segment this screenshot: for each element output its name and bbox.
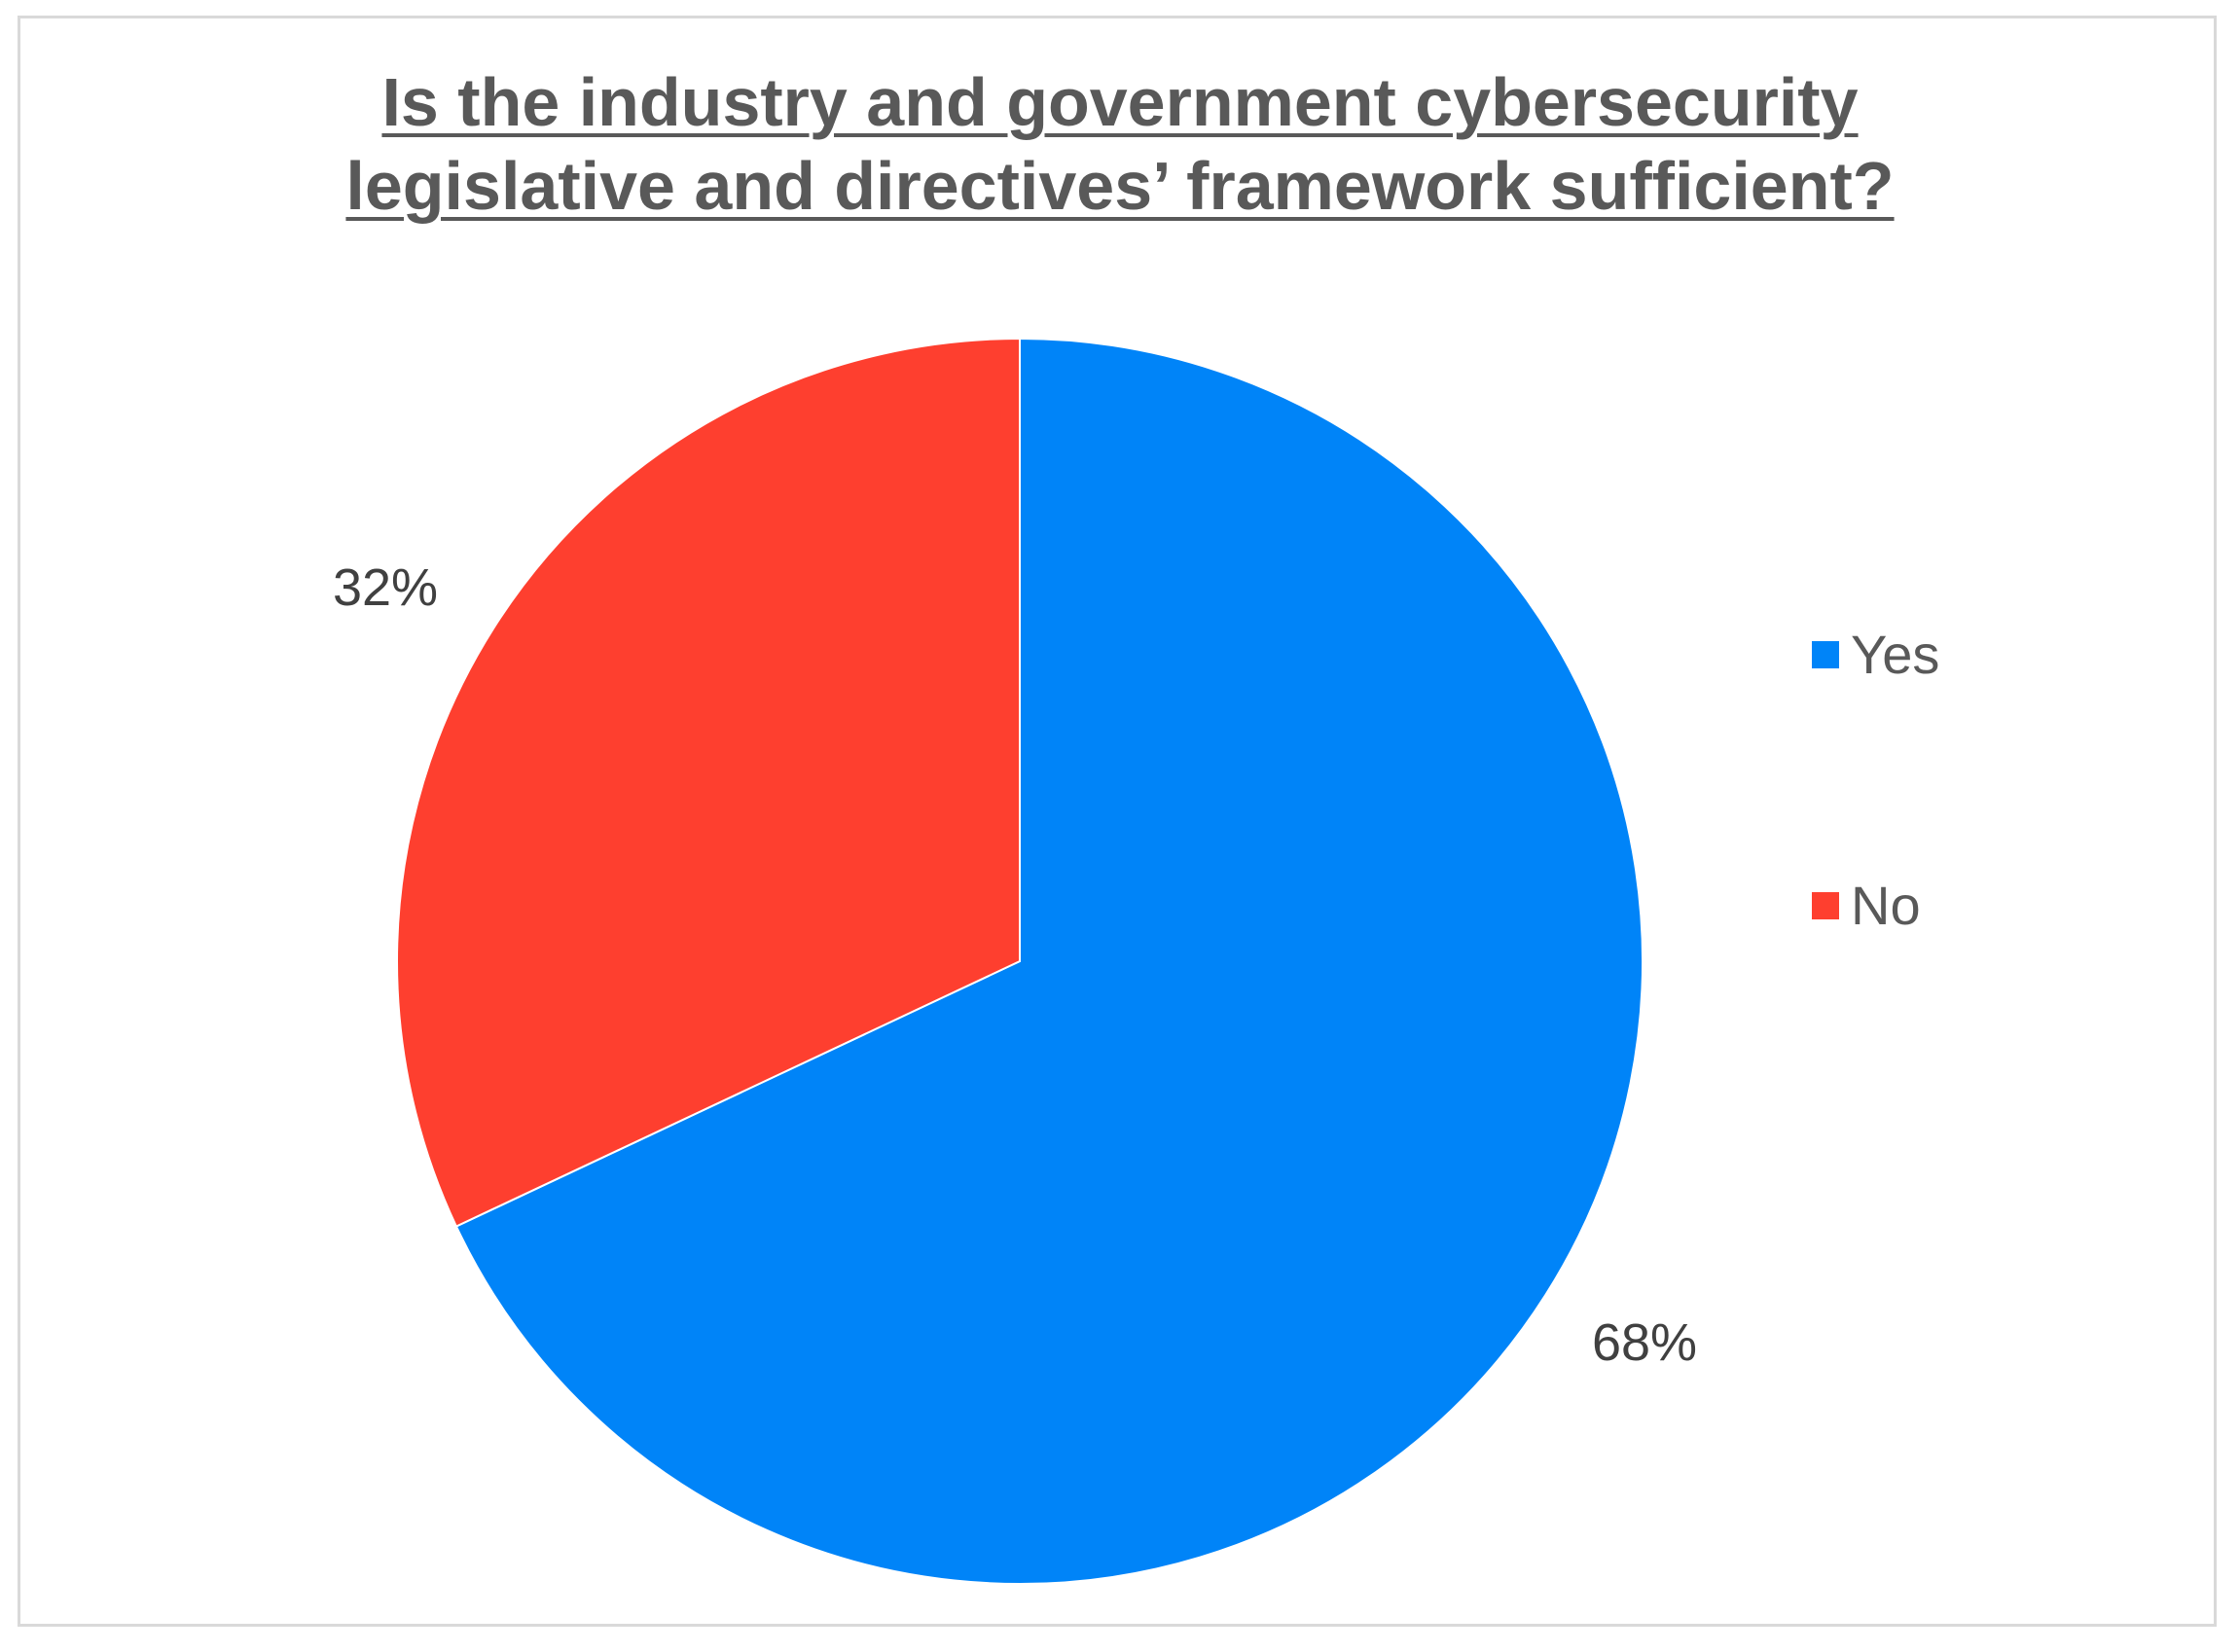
chart-title-line-1: Is the industry and government cybersecu…: [381, 64, 1859, 140]
data-label-yes: 68%: [1592, 1313, 1697, 1372]
chart-title-line-2: legislative and directives’ framework su…: [345, 148, 1895, 224]
pie-slice-no: [396, 337, 1021, 1228]
legend-swatch-yes: [1812, 640, 1839, 668]
pie-slice-yes: [454, 337, 1644, 1585]
legend-label-no: No: [1851, 875, 1921, 936]
legend-item-yes: Yes: [1812, 623, 1939, 686]
data-label-no: 32%: [333, 558, 438, 617]
chart-title: Is the industry and government cybersecu…: [0, 60, 2240, 228]
legend-label-yes: Yes: [1851, 624, 1940, 685]
legend-swatch-no: [1812, 891, 1839, 919]
legend-item-no: No: [1812, 874, 1921, 937]
